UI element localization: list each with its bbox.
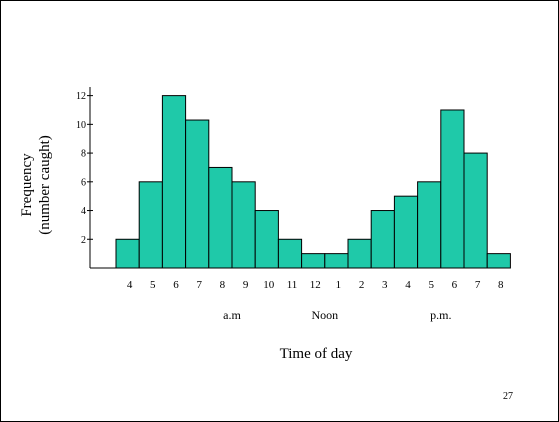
y-axis-label-line-1: Frequency: [19, 153, 35, 217]
y-tick-label-10: 10: [76, 120, 86, 131]
x-tick-label-15: 6: [452, 279, 458, 291]
bar-12: [370, 210, 395, 269]
x-tick-label-17: 8: [498, 279, 504, 291]
x-tick-label-14: 5: [428, 279, 434, 291]
bar-3: [161, 95, 187, 269]
bar-6: [231, 181, 256, 269]
bars-group: [115, 95, 511, 269]
slide-number: 27: [503, 391, 513, 402]
bar-2: [138, 181, 163, 269]
x-tick-label-11: 2: [359, 279, 365, 291]
x-tick-label-10: 1: [336, 279, 342, 291]
x-tick-label-8: 11: [287, 279, 298, 291]
x-tick-label-1: 4: [127, 279, 133, 291]
x-tick-label-5: 8: [220, 279, 226, 291]
y-axis-label: Frequency (number caught): [19, 135, 53, 235]
x-tick-label-4: 7: [196, 279, 202, 291]
bar-5: [208, 166, 233, 269]
bar-13: [393, 195, 419, 269]
y-axis: 2 4 6 8 10 12: [76, 87, 93, 268]
period-label-2: Noon: [311, 308, 338, 322]
bar-16: [463, 152, 488, 269]
bar-14: [417, 181, 442, 269]
bar-15: [440, 109, 465, 269]
bar-9: [301, 253, 326, 269]
period-label-1: a.m: [223, 308, 241, 322]
bar-7: [254, 210, 279, 269]
bar-17: [486, 253, 511, 269]
y-tick-label-12: 12: [76, 91, 86, 102]
x-tick-label-12: 3: [382, 279, 388, 291]
period-label-3: p.m.: [430, 308, 451, 322]
y-tick-label-4: 4: [81, 206, 86, 217]
bar-4: [185, 119, 210, 269]
y-tick-label-6: 6: [81, 177, 86, 188]
x-tick-labels: 4 5 6 7 8 9 10 11 12 1 2 3 4 5 6 7 8: [127, 279, 504, 291]
y-tick-label-8: 8: [81, 149, 86, 160]
bar-1: [115, 238, 140, 269]
x-tick-label-7: 10: [263, 279, 275, 291]
x-tick-label-2: 5: [150, 279, 156, 291]
x-tick-label-13: 4: [405, 279, 411, 291]
period-labels: a.m Noon p.m.: [223, 308, 451, 322]
y-axis-label-line-2: (number caught): [37, 135, 53, 235]
bar-10: [324, 253, 349, 269]
x-tick-label-9: 12: [310, 279, 321, 291]
x-tick-label-16: 7: [475, 279, 481, 291]
y-tick-label-2: 2: [81, 235, 86, 246]
x-axis-label: Time of day: [280, 346, 353, 362]
bar-11: [347, 238, 372, 269]
bar-8: [277, 238, 303, 269]
x-tick-label-6: 9: [243, 279, 249, 291]
x-tick-label-3: 6: [173, 279, 179, 291]
